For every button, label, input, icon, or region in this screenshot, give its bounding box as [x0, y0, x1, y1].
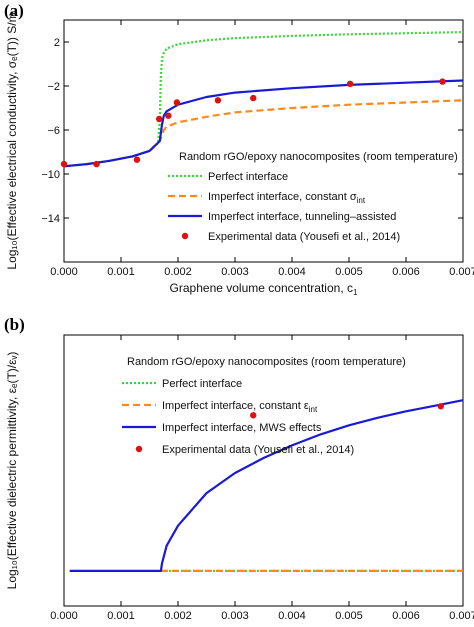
x-axis-label: Graphene volume concentration, c1 — [170, 625, 358, 627]
legend-label: Imperfect interface, constant σint — [208, 191, 366, 205]
series-line — [63, 79, 464, 168]
x-tick-label: 0.000 — [50, 266, 78, 278]
x-tick-label: 0.006 — [392, 266, 420, 278]
panel-label: (a) — [4, 1, 24, 20]
x-tick-label: 0.006 — [392, 610, 420, 622]
data-point — [173, 99, 181, 106]
legend-label: Imperfect interface, MWS effects — [162, 422, 322, 434]
series-line — [63, 31, 464, 168]
legend-title: Random rGO/epoxy nanocomposites (room te… — [179, 151, 458, 163]
panel-label: (b) — [4, 315, 25, 334]
x-tick-label: 0.002 — [164, 610, 192, 622]
x-tick-label: 0.007 — [449, 610, 474, 622]
series-line — [69, 399, 464, 573]
legend-label: Imperfect interface, constant εint — [162, 400, 318, 414]
legend-label: Experimental data (Yousefi et al., 2014) — [162, 444, 354, 456]
data-point — [437, 403, 444, 410]
legend-marker — [135, 445, 143, 453]
x-tick-label: 0.005 — [335, 266, 363, 278]
data-point — [93, 160, 100, 168]
x-tick-label: 0.004 — [278, 266, 306, 278]
y-axis-label: Log₁₀(Effective electrical conductivity,… — [5, 12, 19, 269]
legend-marker — [181, 232, 189, 240]
legend-label: Perfect interface — [162, 378, 242, 390]
y-tick-label: 2 — [54, 37, 60, 49]
x-tick-label: 0.001 — [107, 610, 135, 622]
legend-label: Experimental data (Yousefi et al., 2014) — [208, 231, 400, 243]
data-point — [439, 78, 446, 85]
x-tick-label: 0.004 — [278, 610, 306, 622]
x-tick-label: 0.003 — [221, 610, 249, 622]
legend-title: Random rGO/epoxy nanocomposites (room te… — [127, 356, 406, 368]
data-point — [214, 97, 222, 104]
y-tick-label: −10 — [41, 169, 60, 181]
x-axis-label: Graphene volume concentration, c1 — [170, 281, 358, 297]
data-point — [155, 115, 163, 123]
data-point — [346, 80, 354, 88]
y-tick-label: −14 — [41, 213, 60, 225]
plot-frame — [63, 19, 464, 263]
x-tick-label: 0.005 — [335, 610, 363, 622]
data-point — [250, 94, 257, 102]
data-point — [60, 160, 68, 168]
x-tick-label: 0.002 — [164, 266, 192, 278]
y-axis-label: Log₁₀(Effective dielectric permittivity,… — [5, 352, 19, 590]
plot-frame — [63, 334, 464, 607]
y-tick-label: −6 — [47, 125, 60, 137]
x-tick-label: 0.000 — [50, 610, 78, 622]
x-tick-label: 0.001 — [107, 266, 135, 278]
x-tick-label: 0.007 — [449, 266, 474, 278]
data-point — [165, 112, 172, 119]
legend-label: Perfect interface — [208, 171, 288, 183]
y-tick-label: −2 — [47, 81, 60, 93]
legend-label: Imperfect interface, tunneling–assisted — [208, 211, 396, 223]
data-point — [133, 156, 141, 163]
data-point — [250, 412, 257, 419]
x-tick-label: 0.003 — [221, 266, 249, 278]
